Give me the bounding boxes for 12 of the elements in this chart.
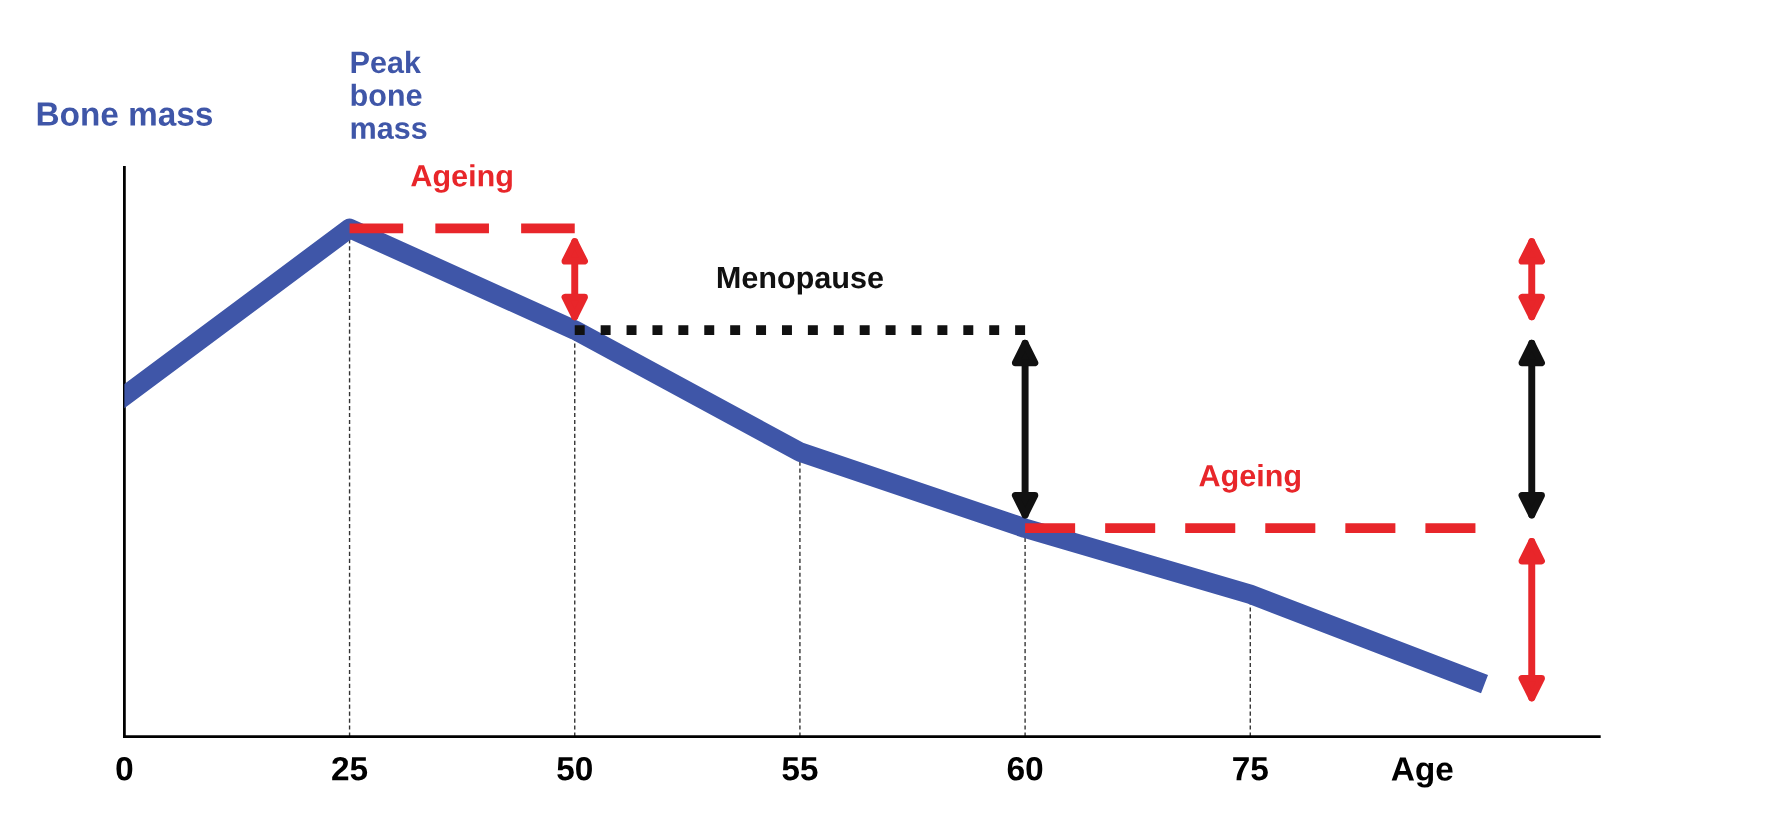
x-tick-label: 60 (1007, 756, 1043, 781)
x-tick-label: 0 (116, 756, 133, 781)
series-label: Ageing (1199, 464, 1301, 493)
x-tick-label: 55 (782, 757, 818, 781)
series-label: Ageing (411, 164, 512, 193)
series-label: Menopause (717, 267, 883, 295)
x-tick-label: 25 (332, 756, 368, 781)
x-tick-label: 75 (1233, 757, 1268, 781)
annotation: Peak bone mass (351, 50, 427, 140)
x-tick-label: 50 (557, 756, 592, 781)
y-axis-title: Bone mass (37, 102, 213, 126)
x-axis-title: Age (1391, 757, 1453, 788)
